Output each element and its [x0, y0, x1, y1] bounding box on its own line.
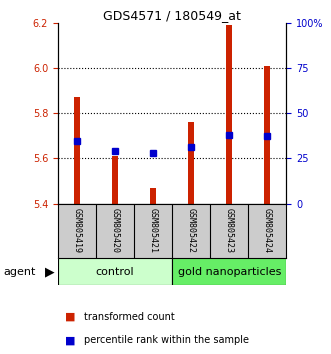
Bar	[150, 188, 156, 204]
Text: GSM805424: GSM805424	[263, 209, 272, 253]
Text: GSM805422: GSM805422	[187, 209, 196, 253]
Text: GSM805419: GSM805419	[72, 209, 81, 253]
Text: GSM805423: GSM805423	[225, 209, 234, 253]
Bar	[74, 97, 80, 204]
Bar	[112, 156, 118, 204]
Bar	[264, 66, 270, 204]
Text: gold nanoparticles: gold nanoparticles	[177, 267, 281, 277]
Text: GSM805420: GSM805420	[111, 209, 119, 253]
Text: agent: agent	[3, 267, 36, 277]
Bar	[188, 122, 194, 204]
Text: GSM805421: GSM805421	[149, 209, 158, 253]
Text: ■: ■	[65, 335, 75, 345]
Text: control: control	[96, 267, 134, 277]
Text: transformed count: transformed count	[84, 312, 175, 322]
Title: GDS4571 / 180549_at: GDS4571 / 180549_at	[103, 9, 241, 22]
Bar	[226, 25, 232, 204]
Text: ■: ■	[65, 312, 75, 322]
Bar	[172, 258, 286, 285]
Text: percentile rank within the sample: percentile rank within the sample	[84, 335, 249, 345]
Bar	[58, 258, 172, 285]
Text: ▶: ▶	[45, 265, 54, 278]
